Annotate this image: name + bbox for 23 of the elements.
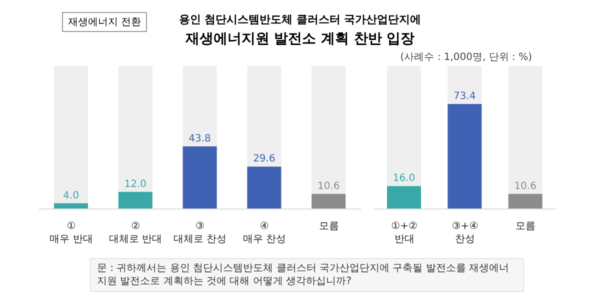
data-label: 29.6 bbox=[253, 154, 276, 165]
data-label: 73.4 bbox=[454, 91, 476, 102]
chart-title: 재생에너지원 발전소 계획 찬반 입장 bbox=[184, 30, 416, 48]
x-tick-label: ③ 대체로 찬성 bbox=[173, 221, 227, 245]
text: 재생에너지 전환 bbox=[62, 12, 148, 32]
data-label: 10.6 bbox=[317, 180, 340, 192]
data-label: 12.0 bbox=[124, 178, 147, 190]
data-label: 43.8 bbox=[188, 133, 211, 144]
x-tick-label: ④ 매우 찬성 bbox=[242, 221, 286, 245]
x-tick-label: ①+② 반대 bbox=[391, 221, 418, 245]
data-label: 16.0 bbox=[392, 173, 416, 184]
x-tick-label: 모름 bbox=[318, 221, 339, 232]
x-tick-label: ② 대체로 반대 bbox=[109, 221, 162, 245]
text: (사례수 : 1,000명, 단위 : %) bbox=[400, 51, 532, 64]
bar bbox=[312, 194, 346, 209]
text: 문 : 귀하께서는 용인 첨단시스템반도체 클러스터 국가산업단지에 구축될 발전소를 재생에너지원 발전소로 계획하는 것에 대해 어떻게 생각하십니까? bbox=[90, 258, 524, 292]
data-label: 4.0 bbox=[63, 190, 79, 202]
bar bbox=[118, 192, 152, 209]
x-tick-label: ③+④ 찬성 bbox=[452, 221, 478, 245]
x-tick-label: ① 매우 반대 bbox=[50, 221, 93, 245]
data-label: 10.6 bbox=[514, 180, 536, 192]
chart-subtitle: 용인 첨단시스템반도체 클러스터 국가산업단지에 bbox=[178, 13, 422, 26]
x-tick-label: 모름 bbox=[516, 221, 536, 232]
